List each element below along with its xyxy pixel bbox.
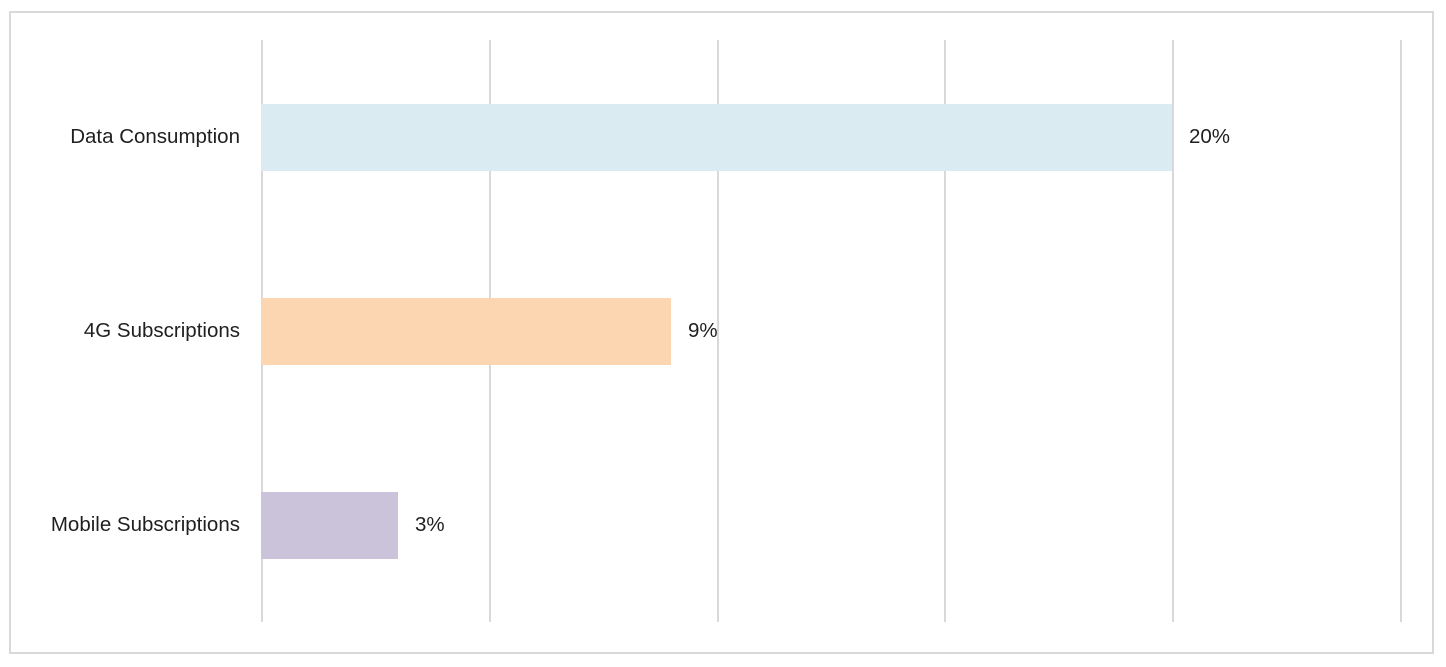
value-label: 9% — [688, 319, 718, 342]
value-label: 3% — [415, 513, 445, 536]
gridline — [1400, 40, 1402, 622]
bar-mobile-subscriptions — [261, 492, 398, 559]
bar-data-consumption — [261, 104, 1172, 171]
value-label: 20% — [1189, 125, 1231, 148]
category-label: Mobile Subscriptions — [50, 513, 240, 536]
category-label: Data Consumption — [70, 125, 240, 148]
bar-4g-subscriptions — [261, 298, 671, 365]
gridline — [944, 40, 946, 622]
category-label: 4G Subscriptions — [83, 319, 240, 342]
gridline — [717, 40, 719, 622]
gridline — [1172, 40, 1174, 622]
